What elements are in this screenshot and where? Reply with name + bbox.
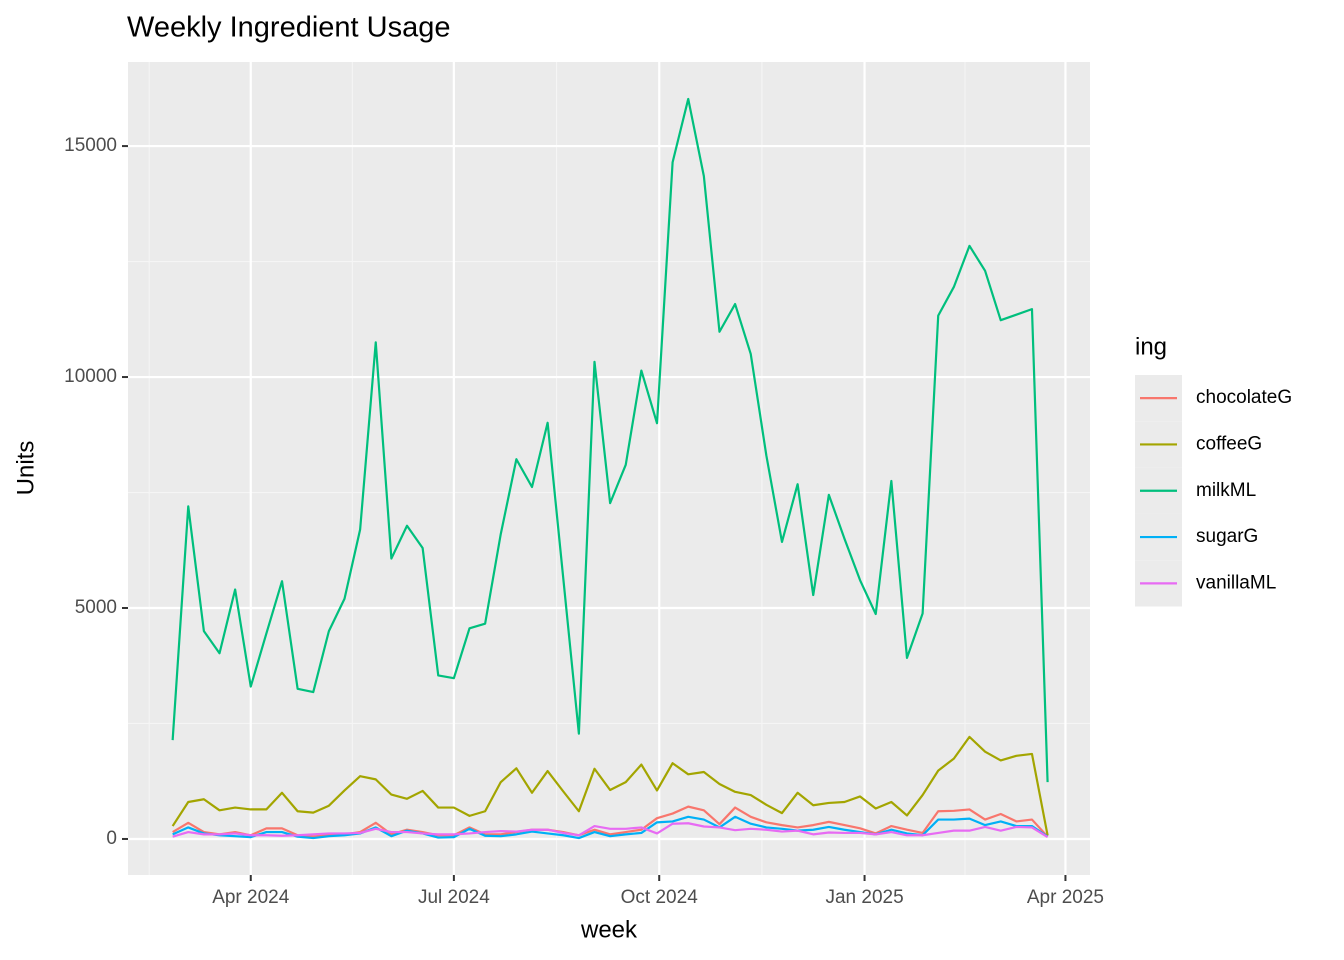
series-line [171, 97, 1049, 783]
series-line [172, 822, 1049, 839]
x-tick-label: Jan 2025 [825, 887, 903, 908]
legend-title: ing [1135, 333, 1167, 360]
y-axis-title: Units [12, 441, 39, 496]
legend-label: coffeeG [1196, 433, 1262, 454]
y-tick-label: 5000 [75, 597, 117, 618]
x-tick-label: Apr 2025 [1027, 887, 1104, 908]
legend-label: milkML [1196, 480, 1256, 501]
chart-title: Weekly Ingredient Usage [127, 12, 450, 44]
x-tick-label: Jul 2024 [418, 887, 490, 908]
x-tick-label: Apr 2024 [212, 887, 290, 908]
series-line [172, 805, 1049, 838]
legend-label: vanillaML [1196, 572, 1276, 593]
y-tick-label: 0 [106, 828, 117, 849]
series-line [172, 815, 1049, 840]
legend-label: sugarG [1196, 526, 1258, 547]
panel-background [128, 62, 1090, 875]
x-axis-title: week [580, 916, 638, 943]
x-tick-label: Oct 2024 [621, 887, 699, 908]
series-line [171, 735, 1049, 836]
legend-label: chocolateG [1196, 387, 1292, 408]
y-tick-label: 10000 [64, 366, 117, 387]
y-tick-label: 15000 [64, 135, 117, 156]
